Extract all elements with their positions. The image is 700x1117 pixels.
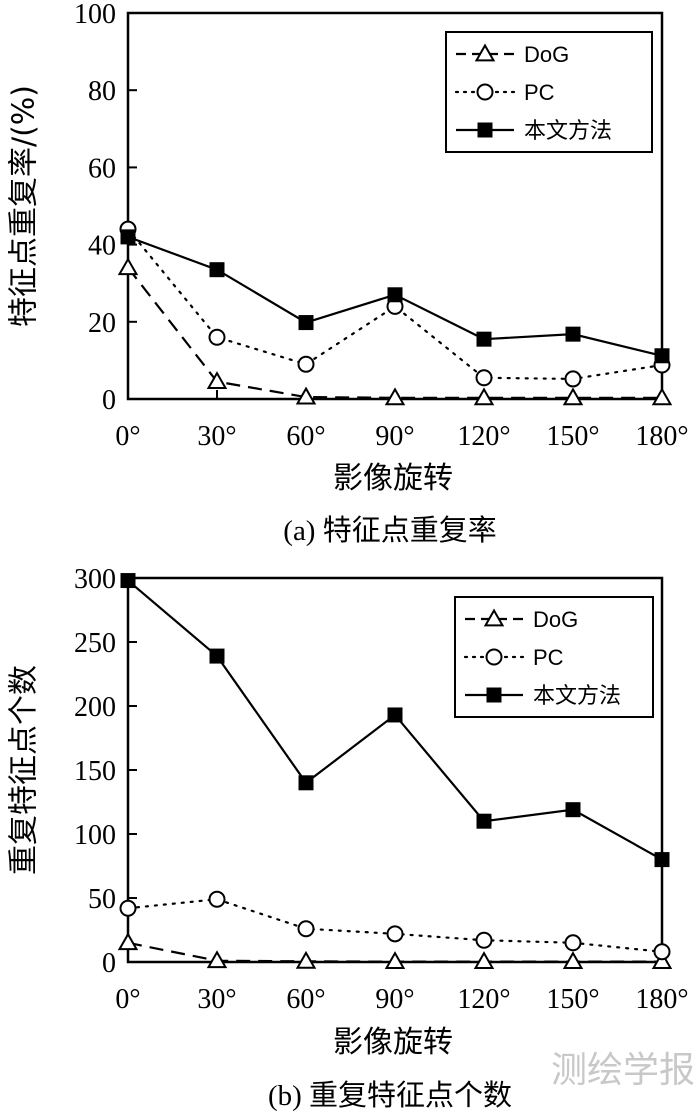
y-tick-label-b: 150	[74, 756, 116, 787]
caption-b: (b) 重复特征点个数	[268, 1079, 512, 1112]
y-tick-label-a: 40	[88, 231, 116, 262]
data-point-a-0	[206, 371, 228, 390]
x-tick-label-a: 120°	[457, 421, 510, 452]
legend-marker-b-2	[486, 687, 502, 703]
x-axis-label-b: 影像旋转	[333, 1025, 453, 1060]
watermark-text: 测绘学报	[551, 1050, 695, 1091]
data-point-a-2	[209, 262, 225, 278]
x-tick-label-b: 180°	[635, 984, 688, 1015]
data-point-b-2	[387, 707, 403, 723]
legend-label-b-2: 本文方法	[533, 684, 621, 709]
legend-marker-a-2	[477, 122, 493, 138]
data-point-b-1	[119, 899, 137, 917]
data-point-a-2	[298, 315, 314, 331]
y-axis-label-b: 重复特征点个数	[7, 665, 42, 875]
legend-label-a-0: DoG	[524, 42, 569, 67]
data-point-a-2	[565, 326, 581, 342]
y-tick-label-a: 60	[88, 153, 116, 184]
x-axis-label-a: 影像旋转	[333, 461, 453, 496]
data-point-a-2	[654, 348, 670, 364]
x-tick-label-a: 180°	[635, 421, 688, 452]
data-point-a-2	[120, 229, 136, 245]
x-tick-label-a: 60°	[286, 421, 325, 452]
legend-marker-a-0	[474, 43, 496, 62]
x-tick-label-a: 90°	[375, 421, 414, 452]
data-point-b-2	[298, 775, 314, 791]
y-tick-label-b: 0	[102, 948, 116, 979]
legend-marker-a-1	[476, 83, 494, 101]
data-point-b-0	[384, 951, 406, 969]
data-point-b-2	[209, 648, 225, 664]
data-point-a-0	[117, 257, 139, 276]
caption-a: (a) 特征点重复率	[283, 514, 496, 547]
x-tick-label-b: 90°	[375, 984, 414, 1015]
data-point-b-0	[473, 951, 495, 969]
y-tick-label-b: 50	[88, 884, 116, 915]
data-point-b-2	[476, 813, 492, 829]
legend-marker-b-0	[483, 608, 505, 627]
legend-label-b-1: PC	[533, 645, 564, 670]
y-tick-label-a: 100	[74, 0, 116, 30]
x-tick-label-b: 60°	[286, 984, 325, 1015]
data-point-a-1	[297, 355, 315, 373]
x-tick-label-b: 150°	[546, 984, 599, 1015]
legend-label-a-1: PC	[524, 80, 555, 105]
y-tick-label-b: 250	[74, 628, 116, 659]
y-tick-label-a: 20	[88, 308, 116, 339]
x-tick-label-b: 30°	[197, 984, 236, 1015]
data-point-b-0	[295, 950, 317, 969]
x-tick-label-b: 0°	[115, 984, 140, 1015]
data-point-a-0	[295, 386, 317, 405]
legend-marker-b-1	[485, 648, 503, 666]
data-point-b-0	[562, 951, 584, 969]
data-point-a-1	[475, 369, 493, 387]
y-tick-label-b: 200	[74, 692, 116, 723]
data-point-a-2	[476, 331, 492, 347]
data-point-a-0	[651, 387, 673, 406]
data-point-b-2	[120, 573, 136, 589]
legend-label-b-0: DoG	[533, 607, 578, 632]
data-point-b-1	[386, 925, 404, 943]
legend-label-a-2: 本文方法	[524, 119, 612, 144]
y-axis-label-a: 特征点重复率/(%)	[7, 85, 42, 327]
data-point-a-0	[562, 387, 584, 406]
y-tick-label-a: 0	[102, 385, 116, 416]
y-tick-label-b: 300	[74, 564, 116, 595]
data-point-a-2	[387, 287, 403, 303]
data-point-a-0	[473, 387, 495, 406]
y-tick-label-b: 100	[74, 820, 116, 851]
data-point-b-0	[117, 932, 139, 951]
data-point-b-1	[564, 934, 582, 952]
data-point-b-2	[565, 802, 581, 818]
data-point-b-1	[297, 920, 315, 938]
x-tick-label-b: 120°	[457, 984, 510, 1015]
data-point-b-2	[654, 852, 670, 868]
data-point-a-0	[384, 387, 406, 406]
x-tick-label-a: 0°	[115, 421, 140, 452]
y-tick-label-a: 80	[88, 76, 116, 107]
x-tick-label-a: 150°	[546, 421, 599, 452]
data-point-b-1	[653, 943, 671, 961]
data-point-b-0	[206, 950, 228, 969]
data-point-b-1	[475, 931, 493, 949]
data-point-b-0	[651, 951, 673, 969]
data-point-a-1	[564, 370, 582, 388]
data-point-b-1	[208, 890, 226, 908]
data-point-a-1	[208, 328, 226, 346]
x-tick-label-a: 30°	[197, 421, 236, 452]
